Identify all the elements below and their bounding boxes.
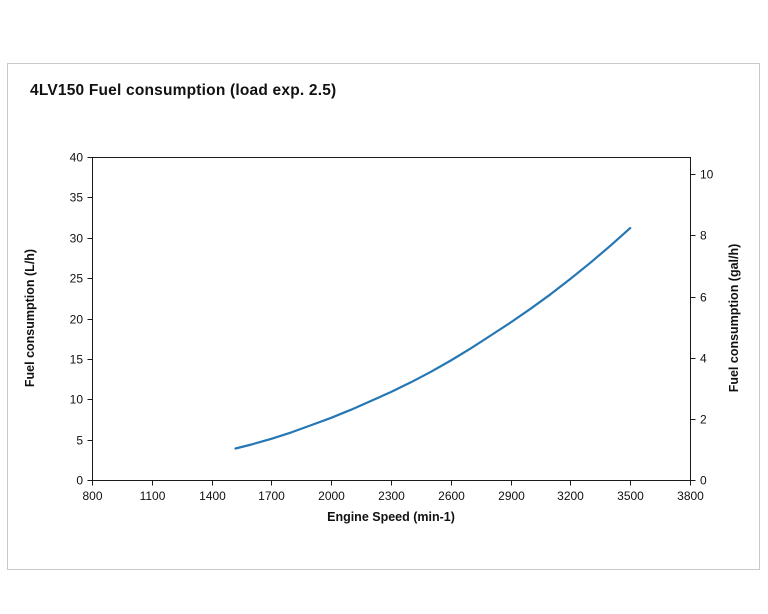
chart-title: 4LV150 Fuel consumption (load exp. 2.5): [30, 82, 337, 99]
x-tick-label: 2900: [498, 489, 525, 503]
y-left-tick-label: 10: [70, 393, 84, 407]
y-right-tick-label: 8: [700, 229, 707, 243]
x-tick-label: 800: [82, 489, 102, 503]
y-left-tick-label: 30: [70, 232, 84, 246]
y-right-tick-label: 6: [700, 291, 707, 305]
y-right-tick-label: 4: [700, 352, 707, 366]
x-tick-label: 1100: [140, 489, 166, 503]
y-right-tick-label: 2: [700, 413, 707, 427]
x-tick-label: 1700: [258, 489, 285, 503]
y-left-tick-label: 0: [76, 474, 83, 488]
x-tick-label: 3200: [557, 489, 584, 503]
fuel-consumption-line: [234, 227, 632, 450]
x-axis-label: Engine Speed (min-1): [327, 510, 455, 524]
y-left-tick-label: 20: [70, 313, 84, 327]
y-left-tick-label: 40: [70, 151, 84, 165]
x-tick-label: 1400: [199, 489, 226, 503]
y-left-tick-label: 5: [76, 434, 83, 448]
x-tick-label: 3800: [677, 489, 704, 503]
x-tick-label: 3500: [617, 489, 644, 503]
y-left-tick-label: 25: [70, 272, 84, 286]
x-tick-label: 2000: [318, 489, 345, 503]
y-left-tick-label: 35: [70, 191, 84, 205]
y-right-tick-label: 10: [700, 168, 714, 182]
y-left-tick-label: 15: [70, 353, 84, 367]
plot-area: [92, 157, 691, 481]
x-tick-label: 2600: [438, 489, 465, 503]
y-right-tick-label: 0: [700, 474, 707, 488]
x-tick-label: 2300: [378, 489, 405, 503]
